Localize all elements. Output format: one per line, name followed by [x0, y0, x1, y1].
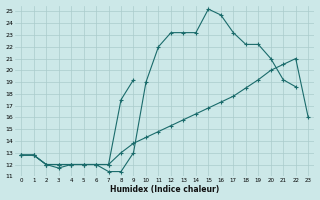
- X-axis label: Humidex (Indice chaleur): Humidex (Indice chaleur): [110, 185, 219, 194]
